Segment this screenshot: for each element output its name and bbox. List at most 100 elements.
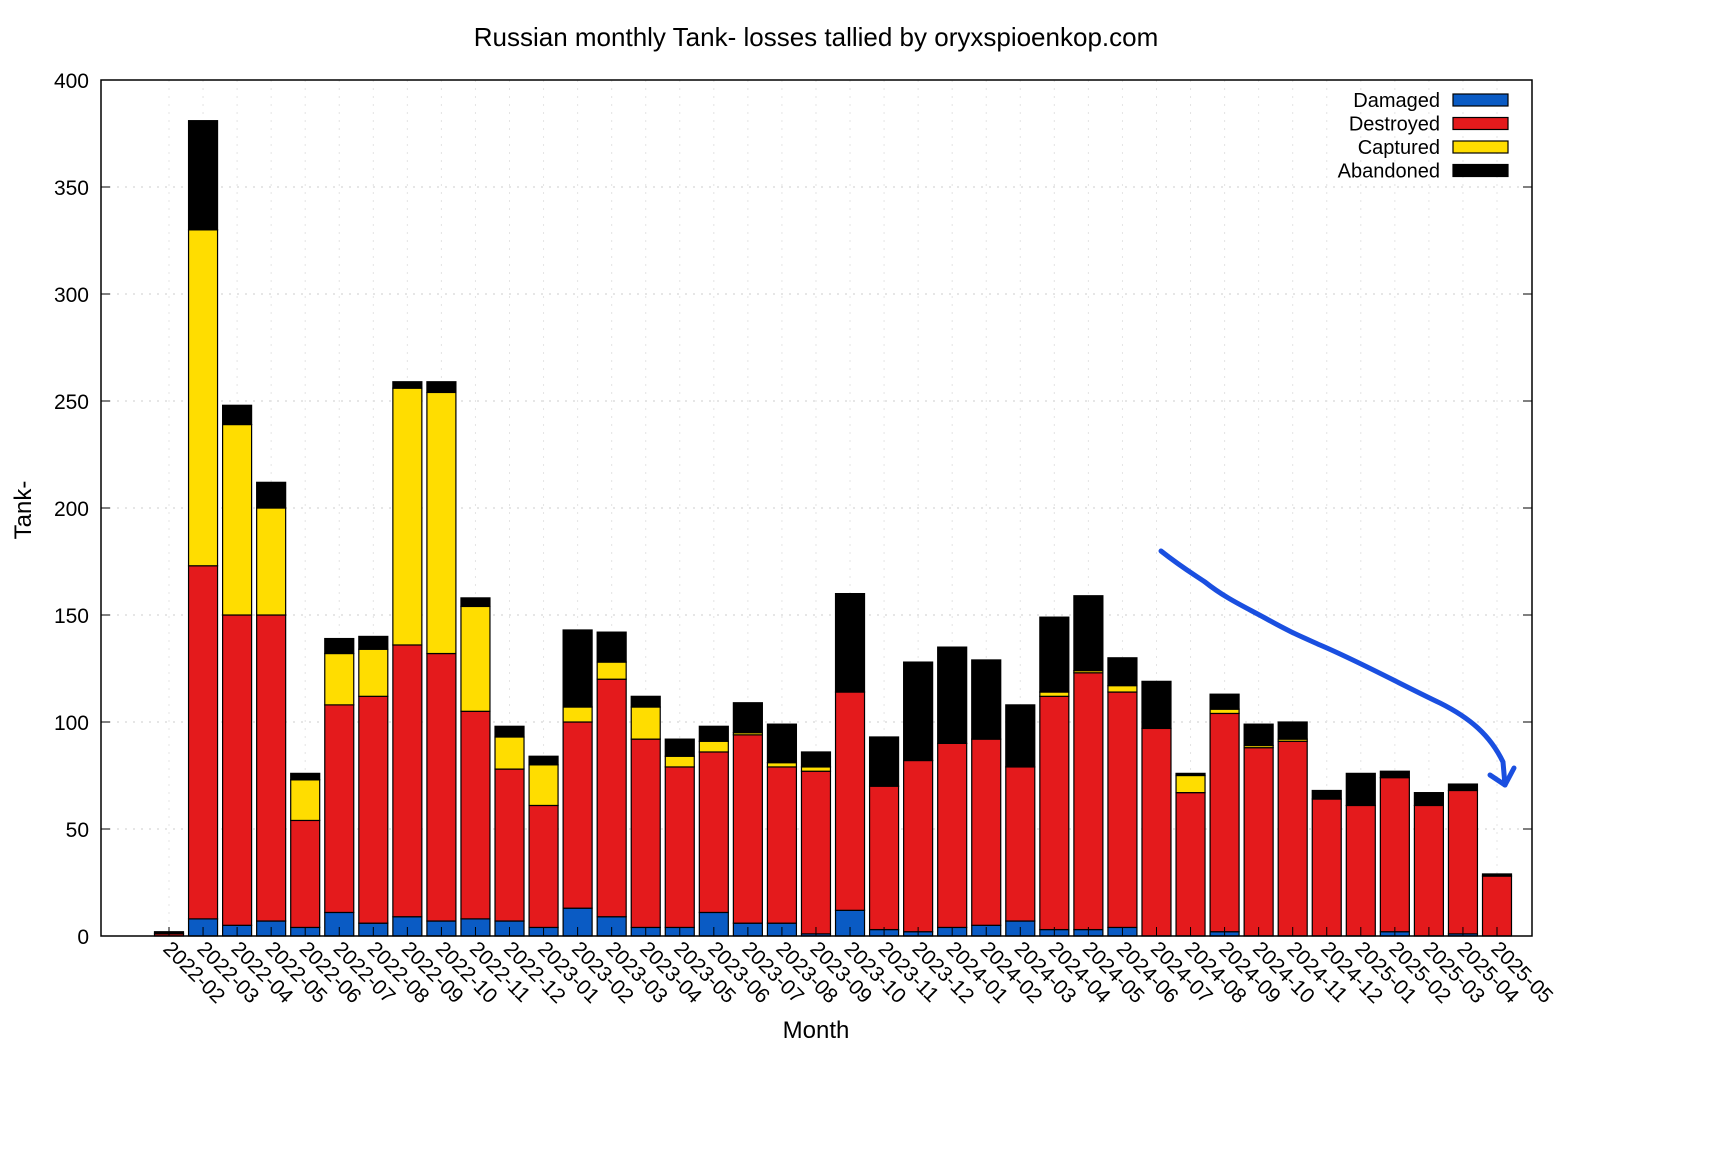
- bar-captured: [800, 766, 832, 772]
- bar-destroyed: [562, 721, 593, 909]
- bar-abandoned: [392, 381, 423, 389]
- bar-stack-2024-07: [1141, 680, 1172, 937]
- chart-title: Russian monthly Tank- losses tallied by …: [474, 22, 1159, 52]
- bar-captured: [460, 605, 491, 712]
- bar-stack-2022-06: [290, 772, 321, 937]
- bar-stack-2024-05: [1073, 595, 1104, 937]
- bar-destroyed: [460, 710, 491, 920]
- bar-stack-2022-11: [460, 597, 491, 937]
- bar-destroyed: [664, 766, 695, 929]
- bar-captured: [630, 706, 661, 740]
- bar-destroyed: [1005, 766, 1036, 922]
- y-tick-label: 0: [77, 926, 89, 949]
- bar-destroyed: [1209, 712, 1240, 933]
- bar-stack-2025-01: [1345, 772, 1376, 937]
- bar-captured: [256, 507, 287, 616]
- bar-stack-2023-09: [800, 751, 832, 937]
- bar-stack-2023-04: [630, 695, 661, 937]
- bar-destroyed: [868, 785, 900, 931]
- x-axis-ticks: 2022-022022-032022-042022-052022-062022-…: [158, 927, 1557, 1008]
- bar-abandoned: [1379, 770, 1410, 779]
- bar-destroyed: [630, 738, 661, 929]
- bar-destroyed: [1175, 792, 1206, 937]
- bar-abandoned: [766, 723, 798, 764]
- legend-label: Abandoned: [1338, 161, 1440, 183]
- bar-abandoned: [868, 736, 900, 787]
- bar-stack-2025-02: [1379, 770, 1410, 937]
- bar-stack-2025-04: [1447, 783, 1479, 937]
- bar-captured: [358, 648, 389, 697]
- bar-destroyed: [1413, 804, 1444, 937]
- bar-destroyed: [971, 738, 1002, 926]
- bar-abandoned: [1107, 657, 1138, 687]
- bar-abandoned: [800, 751, 832, 768]
- bar-abandoned: [562, 629, 593, 708]
- bar-destroyed: [903, 759, 934, 933]
- bar-captured: [1175, 774, 1206, 794]
- bar-captured: [426, 391, 457, 655]
- bar-destroyed: [290, 819, 321, 929]
- y-tick-label: 350: [54, 177, 89, 200]
- bar-destroyed: [732, 734, 763, 924]
- legend-label: Destroyed: [1349, 114, 1440, 136]
- bar-destroyed: [528, 804, 559, 929]
- bar-abandoned: [324, 637, 355, 655]
- bar-destroyed: [324, 704, 355, 914]
- bar-captured: [1039, 691, 1070, 697]
- bar-captured: [392, 387, 423, 646]
- bar-stack-2022-07: [324, 637, 355, 937]
- bar-stack-2023-08: [766, 723, 798, 937]
- bar-captured: [290, 779, 321, 822]
- bar-stack-2022-03: [187, 120, 219, 937]
- bar-destroyed: [426, 652, 457, 922]
- bar-stack-2023-11: [868, 736, 900, 937]
- bar-destroyed: [800, 770, 832, 935]
- bar-abandoned: [426, 381, 457, 394]
- bar-captured: [664, 755, 695, 768]
- bar-destroyed: [596, 678, 627, 918]
- bar-stack-2024-02: [971, 659, 1002, 937]
- bar-abandoned: [256, 481, 287, 509]
- bar-stack-2022-10: [426, 381, 457, 937]
- bar-abandoned: [630, 695, 661, 708]
- bar-captured: [766, 762, 798, 768]
- bar-abandoned: [187, 120, 219, 231]
- bar-abandoned: [1311, 789, 1342, 800]
- bar-stack-2023-06: [698, 725, 729, 937]
- bar-destroyed: [187, 565, 219, 920]
- bar-destroyed: [1311, 798, 1342, 937]
- y-axis-ticks: 0 50 100 150 200 250 300 350 400: [54, 70, 1532, 949]
- bar-abandoned: [1413, 792, 1444, 807]
- bar-abandoned: [1141, 680, 1172, 730]
- bar-captured: [1107, 685, 1138, 693]
- bar-abandoned: [222, 404, 253, 426]
- bar-abandoned: [1039, 616, 1070, 693]
- y-tick-label: 200: [54, 498, 89, 521]
- bar-abandoned: [664, 738, 695, 757]
- bar-captured: [324, 652, 355, 706]
- bar-stack-2024-03: [1005, 704, 1036, 937]
- bar-destroyed: [1379, 777, 1410, 933]
- bar-abandoned: [358, 635, 389, 650]
- y-tick-label: 100: [54, 712, 89, 735]
- bar-abandoned: [971, 659, 1002, 740]
- bar-abandoned: [1073, 595, 1104, 672]
- bar-stack-2023-12: [903, 661, 934, 937]
- bar-stack-2023-01: [528, 755, 559, 937]
- bar-abandoned: [1481, 873, 1513, 877]
- hand-drawn-arrow-annotation: [1158, 548, 1517, 788]
- legend-swatch-destroyed: [1452, 116, 1509, 131]
- bar-abandoned: [1005, 704, 1036, 768]
- bar-stack-2025-05: [1481, 873, 1513, 937]
- bar-stack-2023-10: [834, 592, 866, 937]
- bar-destroyed: [937, 742, 968, 929]
- y-tick-label: 400: [54, 70, 89, 93]
- bar-stack-2024-09: [1209, 693, 1240, 937]
- bar-destroyed: [1039, 695, 1070, 931]
- bar-abandoned: [1209, 693, 1240, 710]
- bar-captured: [562, 706, 593, 723]
- bar-captured: [222, 423, 253, 616]
- bar-stack-2024-01: [937, 646, 968, 937]
- annotation-curve: [1158, 548, 1508, 788]
